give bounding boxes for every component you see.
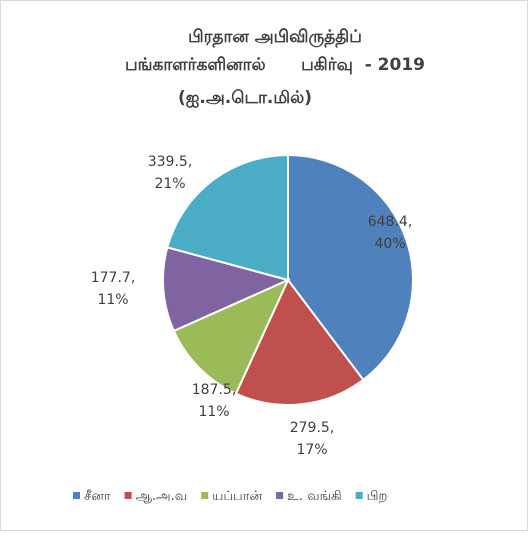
data-label-line: 11% [198, 404, 229, 420]
pie-slice [166, 153, 289, 282]
legend-swatch [276, 492, 284, 499]
data-label: 279.5, 17% [290, 420, 335, 458]
data-label-line: 279.5, [290, 420, 335, 436]
data-label: 648.4, 40% [368, 214, 413, 252]
data-label-line: 40% [374, 236, 405, 252]
data-label-line: 187.5, [192, 382, 237, 398]
data-label-line: 177.7, [91, 270, 136, 286]
legend-swatch [73, 492, 80, 499]
data-label: 177.7, 11% [91, 270, 136, 308]
legend-swatch [124, 492, 132, 499]
legend-label: பிற [367, 489, 388, 504]
data-label-line: 648.4, [368, 214, 413, 230]
legend-swatch [355, 492, 363, 499]
data-label-line: 11% [97, 292, 128, 308]
legend-label: உ. வங்கி [287, 489, 342, 504]
chart-title-line: பங்காளர்களினால் பகிர்வு - 2019 [125, 55, 425, 75]
pie-slice [287, 153, 414, 382]
pie-slice [234, 278, 365, 406]
pie-slice [162, 246, 291, 333]
data-label: 187.5, 11% [192, 382, 237, 420]
data-label: 339.5, 21% [148, 154, 193, 192]
chart-title-line: பிரதான அபிவிருத்திப் [188, 27, 362, 47]
data-label-line: 21% [154, 176, 185, 192]
data-label-line: 339.5, [148, 154, 193, 170]
legend-label: ஆ.அ.வ [136, 489, 188, 504]
legend-label: யப்பான் [212, 489, 262, 504]
legend-swatch [201, 492, 209, 499]
legend-label: சீனா [84, 489, 111, 504]
chart-title-line: (ஐ.அ.டொ.மில்) [178, 88, 312, 108]
pie-slice [172, 278, 291, 395]
data-label-line: 17% [296, 442, 327, 458]
